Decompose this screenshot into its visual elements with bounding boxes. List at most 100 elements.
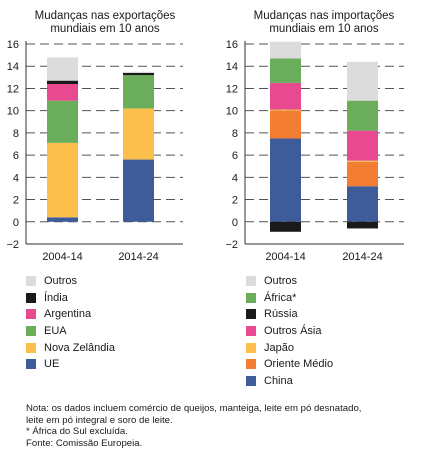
export-y-tick-label: −2 (6, 239, 19, 251)
export-y-tick-label: 10 (7, 106, 19, 118)
legend-swatch (246, 292, 256, 303)
export-bar-segment (47, 100, 78, 143)
legend-item: Índia (26, 290, 115, 307)
note-line: Fonte: Comissão Europeia. (26, 437, 143, 449)
export-x-tick-label: 2014-24 (118, 251, 158, 263)
export-y-tick-label: 6 (13, 150, 19, 162)
export-chart-title: Mudanças nas exportações mundiais em 10 … (34, 10, 176, 35)
export-bar-segment (47, 57, 78, 81)
export-bar-segment (47, 142, 78, 218)
legend-swatch (246, 359, 256, 370)
legend-swatch (246, 326, 256, 337)
export-y-tick-label: 16 (7, 39, 19, 51)
legend-label: EUA (44, 325, 67, 338)
import-x-tick-label: 2014-24 (342, 251, 382, 263)
legend-label: Nova Zelândia (44, 341, 115, 354)
import-bar-segment (270, 58, 301, 83)
export-bar-segment (47, 217, 78, 222)
import-chart-title: Mudanças nas importações mundiais em 10 … (253, 10, 395, 35)
legend-item: EUA (26, 323, 115, 340)
legend-item: UE (26, 356, 115, 373)
import-bar-segment (347, 100, 378, 131)
legend-swatch (26, 342, 36, 353)
legend-swatch (26, 359, 36, 370)
export-bar-segment (123, 75, 154, 109)
import-y-tick-label: 16 (226, 39, 238, 51)
legend-label: Argentina (44, 308, 92, 321)
export-bar-segment (47, 84, 78, 101)
export-bar-segment (123, 159, 154, 222)
legend-item: Oriente Médio (246, 356, 333, 373)
note-line: leite em pó integral e soro de leite. (26, 414, 173, 426)
export-y-tick-label: 12 (7, 83, 19, 95)
legend-swatch (26, 326, 36, 337)
import-bar-segment (270, 82, 301, 110)
import-bar-segment (270, 109, 301, 111)
note-line: * África do Sul excluída. (26, 426, 128, 438)
import-legend: Outros África* Rússia Outros Ásia Japão Orien… (246, 273, 333, 389)
legend-label: UE (44, 358, 60, 371)
legend-swatch (26, 276, 36, 287)
import-y-tick-label: 2 (232, 195, 238, 207)
import-x-tick-label: 2004-14 (265, 251, 305, 263)
legend-item: Outros (26, 273, 115, 290)
import-bar-segment (347, 221, 378, 229)
legend-label: Outros (264, 275, 298, 288)
legend-item: Outros Ásia (246, 323, 333, 340)
import-y-tick-label: 6 (232, 150, 238, 162)
legend-swatch (26, 292, 36, 303)
import-chart: 16 14 12 10 8 6 4 2 0 −2 2004-14 2014-24 (225, 39, 404, 263)
legend-item: Rússia (246, 306, 333, 323)
legend-label: Índia (44, 291, 68, 304)
export-y-tick-label: 2 (13, 195, 19, 207)
export-y-tick-label: 4 (13, 172, 19, 184)
legend-item: África* (246, 290, 333, 307)
legend-label: Outros (44, 275, 78, 288)
import-bar-segment (347, 161, 378, 187)
footnotes: Nota: os dados incluem comércio de queij… (26, 403, 420, 449)
export-bar-segment (123, 72, 154, 76)
import-y-tick-label: −2 (225, 239, 238, 251)
import-y-tick-label: 14 (226, 61, 238, 73)
import-y-tick-label: 4 (232, 172, 238, 184)
legend-item: Argentina (26, 306, 115, 323)
import-bar-segment (347, 61, 378, 101)
import-bar-segment (270, 41, 301, 59)
legend-item: Japão (246, 339, 333, 356)
legend-swatch (246, 276, 256, 287)
import-y-tick-label: 0 (232, 217, 238, 229)
legend-label: Oriente Médio (264, 358, 334, 371)
legend-item: Nova Zelândia (26, 339, 115, 356)
charts-canvas: 16 14 12 10 8 6 4 2 0 −2 2004-14 2014-24 16 14 12 10 8 6… (6, 39, 404, 263)
legend-swatch (26, 309, 36, 320)
export-chart: 16 14 12 10 8 6 4 2 0 −2 2004-14 2014-24 (6, 39, 183, 263)
import-bar-segment (270, 221, 301, 232)
import-bar-segment (270, 110, 301, 139)
export-y-tick-label: 8 (13, 128, 19, 140)
legend-label: Outros Ásia (264, 325, 322, 338)
export-legend: Outros Índia Argentina EUA Nova Zelândia UE (26, 273, 115, 373)
legend-item: China (246, 373, 333, 390)
import-bar-segment (347, 160, 378, 162)
import-y-tick-label: 8 (232, 128, 238, 140)
legend-label: África* (264, 291, 297, 304)
legend-swatch (246, 375, 256, 386)
export-y-tick-label: 14 (7, 61, 19, 73)
import-y-tick-label: 12 (226, 83, 238, 95)
legend-swatch (246, 342, 256, 353)
legend-swatch (246, 309, 256, 320)
legend-label: China (264, 374, 293, 387)
import-bar-segment (347, 130, 378, 161)
export-bar-segment (47, 80, 78, 84)
import-bar-segment (347, 186, 378, 222)
export-x-tick-label: 2004-14 (42, 251, 82, 263)
export-y-tick-label: 0 (13, 217, 19, 229)
legend-label: Rússia (264, 308, 298, 321)
import-bar-segment (270, 138, 301, 222)
legend-item: Outros (246, 273, 333, 290)
note-line: Nota: os dados incluem comércio de queij… (26, 403, 362, 414)
export-bar-segment (123, 71, 154, 73)
import-y-tick-label: 10 (226, 106, 238, 118)
legend-label: Japão (264, 341, 294, 354)
export-bar-segment (123, 108, 154, 160)
